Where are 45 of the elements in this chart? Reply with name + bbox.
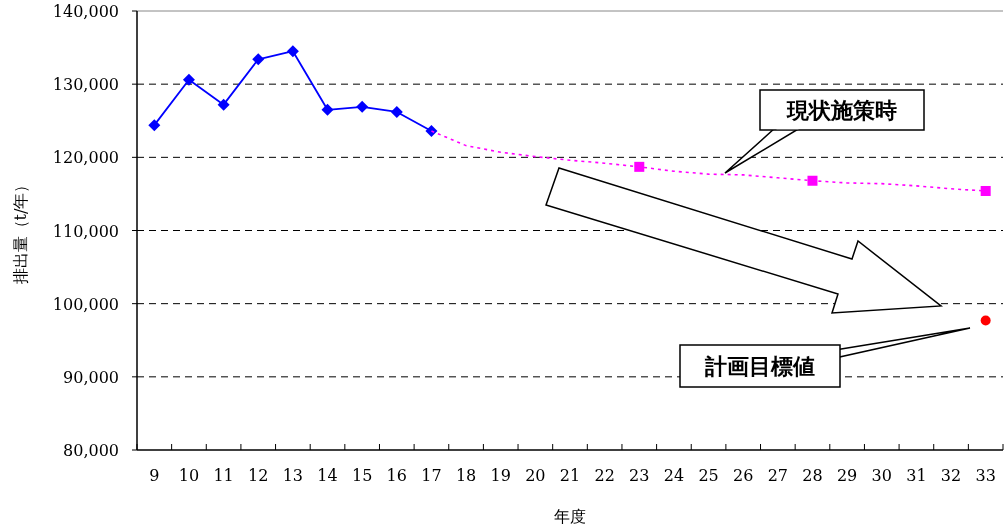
point — [252, 53, 265, 66]
ytick: 130,000 — [52, 75, 119, 95]
y-axis-title: 排出量（t/年） — [11, 176, 30, 285]
x-tick-label: 14 — [317, 466, 338, 485]
point — [425, 124, 438, 137]
x-tick-label: 10 — [178, 466, 200, 485]
x-tick-label: 17 — [421, 466, 442, 485]
ytick: 110,000 — [52, 221, 119, 241]
ytick: 90,000 — [63, 367, 119, 387]
x-tick-label: 31 — [906, 466, 927, 485]
x-tick-label: 22 — [594, 466, 615, 485]
ytick: 80,000 — [63, 441, 119, 460]
point — [356, 100, 369, 113]
x-tick-label: 33 — [975, 466, 996, 485]
point — [182, 73, 195, 86]
x-tick-label: 28 — [802, 466, 823, 485]
x-tick-label: 12 — [248, 466, 269, 485]
point — [321, 103, 334, 116]
annotation: 計画目標値 — [704, 354, 815, 379]
x-tick-label: 9 — [149, 466, 160, 485]
x-tick-label: 21 — [559, 466, 581, 485]
x-tick-label: 20 — [525, 466, 546, 485]
x-tick-label: 18 — [455, 466, 477, 485]
ytick: 120,000 — [52, 148, 119, 168]
ytick: 100,000 — [52, 294, 119, 314]
x-tick-label: 25 — [698, 466, 719, 485]
point — [390, 105, 403, 118]
x-tick-label: 29 — [836, 466, 858, 485]
ytick: 140,000 — [52, 2, 119, 21]
point — [148, 119, 161, 132]
point — [286, 45, 299, 58]
x-tick-label: 11 — [213, 466, 234, 485]
point — [217, 98, 230, 111]
x-tick-label: 16 — [386, 466, 407, 485]
x-tick-label: 30 — [871, 466, 892, 485]
x-tick-label: 26 — [733, 466, 754, 485]
x-tick-label: 13 — [282, 466, 304, 485]
x-tick-label: 19 — [490, 466, 511, 485]
x-tick-label: 24 — [663, 466, 685, 485]
annotation: 現状施策時 — [786, 98, 897, 123]
x-tick-label: 23 — [629, 466, 650, 485]
x-tick-label: 32 — [940, 466, 962, 485]
x-tick-label: 27 — [767, 466, 789, 485]
x-tick-label: 15 — [351, 466, 373, 485]
x-axis-title: 年度 — [554, 507, 586, 526]
